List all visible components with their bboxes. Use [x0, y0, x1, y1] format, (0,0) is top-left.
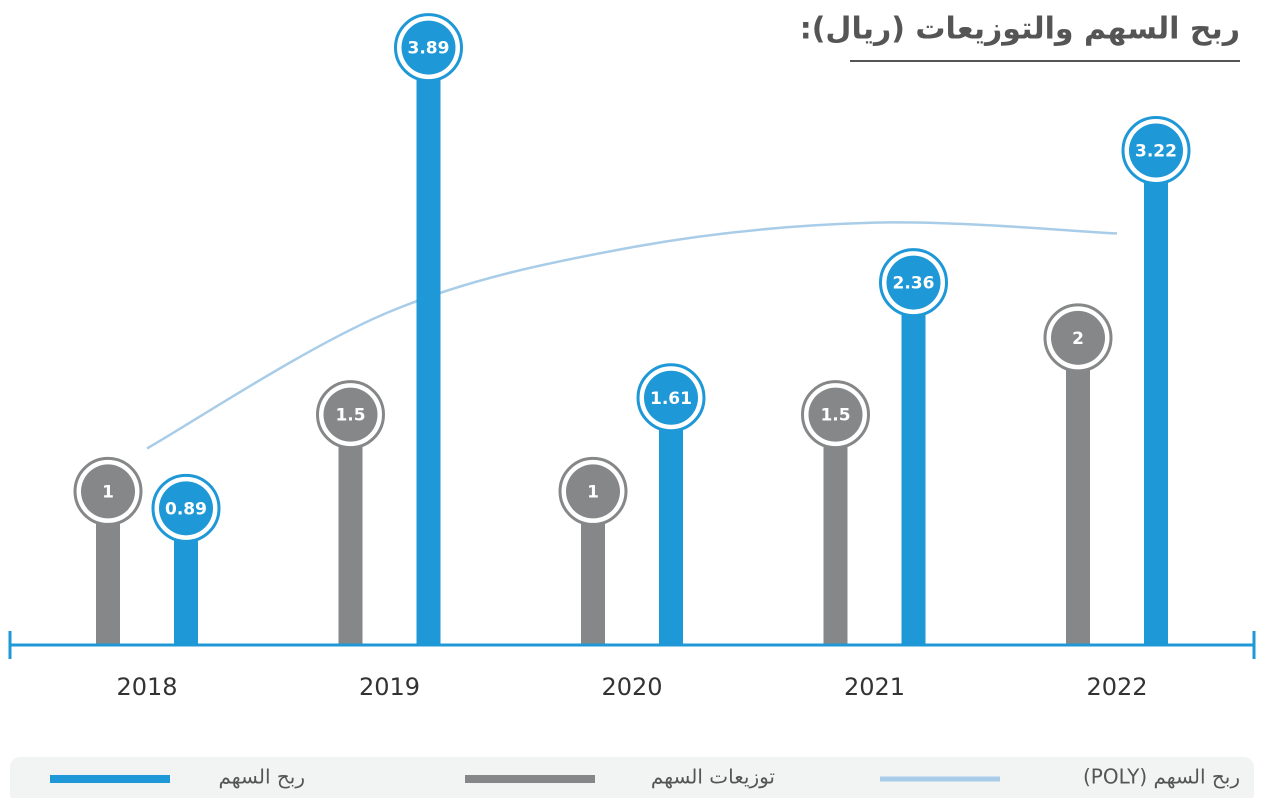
- bar: [1144, 150, 1168, 645]
- marker: [323, 387, 378, 442]
- value-label: 2.36: [893, 274, 935, 294]
- value-label: 1: [587, 482, 599, 502]
- x-tick-label: 2018: [116, 673, 177, 701]
- value-label: 1.5: [820, 406, 850, 426]
- marker: [401, 20, 456, 75]
- bar: [1066, 337, 1090, 645]
- legend-label: ربح السهم: [218, 765, 305, 789]
- legend-label: ربح السهم (POLY): [1083, 765, 1240, 789]
- marker: [886, 255, 941, 310]
- chart-title: ربح السهم والتوزيعات (ريال):: [800, 12, 1240, 47]
- value-label: 2: [1072, 329, 1084, 349]
- legend-box: [10, 757, 1254, 798]
- marker: [159, 481, 213, 536]
- marker: [644, 370, 698, 425]
- value-label: 1.5: [335, 406, 365, 426]
- x-tick-label: 2020: [601, 673, 662, 701]
- value-label: 3.89: [408, 39, 450, 59]
- bar: [823, 414, 848, 645]
- bar: [659, 397, 683, 645]
- marker: [81, 464, 135, 519]
- trend-line: [146, 221, 1118, 450]
- marker: [566, 464, 620, 519]
- marker: [808, 387, 863, 442]
- bar: [338, 414, 363, 645]
- marker: [1051, 310, 1105, 365]
- x-tick-label: 2019: [359, 673, 420, 701]
- x-tick-label: 2022: [1086, 673, 1147, 701]
- bar: [901, 282, 926, 645]
- value-label: 1.61: [650, 389, 692, 409]
- value-label: 3.22: [1135, 142, 1177, 162]
- value-label: 1: [102, 482, 114, 502]
- value-label: 0.89: [165, 499, 207, 519]
- x-tick-label: 2021: [844, 673, 905, 701]
- marker: [1129, 123, 1183, 178]
- bar: [416, 47, 441, 646]
- legend-label: توزيعات السهم: [651, 765, 775, 789]
